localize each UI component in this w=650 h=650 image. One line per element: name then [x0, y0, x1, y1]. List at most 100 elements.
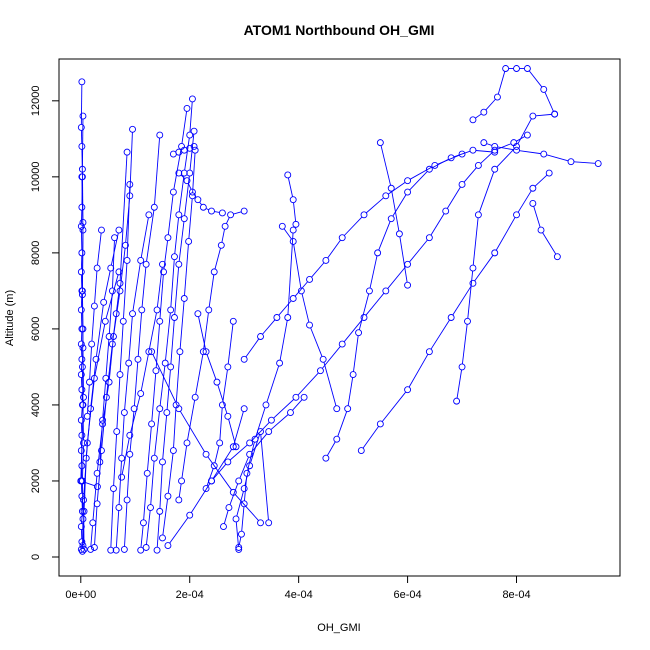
data-point: [100, 298, 108, 306]
data-point: [80, 393, 87, 401]
series-segment: [175, 354, 181, 402]
data-point: [210, 268, 218, 276]
data-point: [105, 378, 113, 386]
series-segment: [542, 232, 557, 255]
series-14: [175, 207, 248, 504]
data-point: [147, 504, 154, 512]
data-point: [491, 142, 499, 150]
data-point: [322, 257, 330, 264]
series-segment: [480, 151, 493, 164]
series-segment: [170, 259, 175, 307]
series-segment: [195, 354, 204, 395]
data-point: [491, 146, 499, 154]
data-point: [278, 222, 286, 230]
x-tick-label: 2e-04: [176, 589, 204, 601]
series-segment: [119, 248, 126, 288]
data-point: [126, 180, 134, 188]
series-segment: [347, 377, 354, 406]
data-point: [164, 234, 172, 242]
series-segment: [81, 179, 84, 228]
series-segment: [214, 211, 220, 213]
series-segment: [287, 233, 294, 315]
series-segment: [453, 150, 471, 158]
series-11: [142, 95, 196, 551]
series-segment: [456, 369, 463, 399]
series-segment: [190, 483, 211, 513]
data-point: [513, 211, 520, 219]
data-point: [99, 416, 107, 424]
data-point: [240, 405, 248, 413]
data-point: [513, 146, 520, 154]
data-point: [150, 203, 158, 211]
series-segment: [155, 324, 160, 368]
series-segment: [108, 293, 113, 334]
data-point: [77, 268, 85, 276]
series-segment: [94, 271, 98, 304]
data-point: [102, 393, 110, 401]
series-segment: [143, 476, 148, 520]
data-point: [123, 496, 131, 504]
data-point: [115, 226, 123, 234]
series-segment: [287, 177, 293, 197]
series-33: [96, 234, 119, 466]
series-segment: [229, 444, 248, 461]
data-point: [129, 125, 136, 133]
data-point: [163, 409, 171, 416]
series-17: [202, 317, 237, 493]
data-point: [171, 314, 178, 321]
data-point: [101, 317, 109, 325]
series-segment: [496, 148, 515, 168]
data-point: [194, 196, 202, 204]
data-point: [235, 477, 243, 485]
series-segment: [99, 423, 103, 459]
data-point: [92, 355, 100, 363]
data-point: [257, 519, 264, 527]
data-point: [126, 450, 134, 458]
data-point: [292, 393, 300, 401]
series-segment: [533, 206, 541, 228]
data-point: [89, 519, 97, 527]
data-point: [148, 420, 156, 428]
data-point: [202, 450, 210, 458]
data-point: [123, 257, 131, 264]
data-point: [474, 161, 482, 169]
data-point: [494, 93, 501, 101]
x-axis-label: OH_GMI: [317, 622, 360, 634]
data-point: [120, 545, 128, 553]
series-segment: [255, 407, 266, 437]
data-point: [156, 317, 164, 325]
series-segment: [129, 132, 133, 193]
data-point: [96, 458, 104, 466]
series-segment: [167, 453, 174, 494]
series-segment: [162, 499, 168, 536]
data-point: [156, 507, 164, 515]
data-point: [87, 545, 95, 553]
data-point: [156, 131, 164, 139]
data-point: [148, 348, 156, 356]
y-axis: 0 2000 4000 6000 8000 10000 12000: [30, 86, 59, 560]
series-segment: [198, 316, 206, 349]
data-point: [387, 184, 395, 192]
data-point: [159, 458, 166, 466]
data-point: [78, 363, 86, 371]
series-segment: [184, 175, 190, 216]
series-segment: [573, 161, 596, 164]
data-point: [319, 355, 327, 363]
data-point: [90, 544, 98, 551]
data-point: [176, 348, 184, 356]
series-segment: [239, 456, 249, 479]
data-point: [118, 473, 126, 481]
series-segment: [343, 319, 363, 343]
series-segment: [235, 521, 239, 547]
data-point: [404, 281, 412, 289]
series-segment: [326, 441, 336, 456]
series-segment: [124, 502, 128, 547]
series-segment: [327, 239, 341, 259]
series-segment: [229, 483, 239, 505]
series-segment: [90, 362, 97, 406]
series-segment: [121, 438, 130, 475]
data-point: [229, 443, 237, 451]
y-axis-label: Altitude (m): [4, 290, 16, 346]
data-point: [180, 169, 188, 177]
data-point: [123, 148, 131, 156]
